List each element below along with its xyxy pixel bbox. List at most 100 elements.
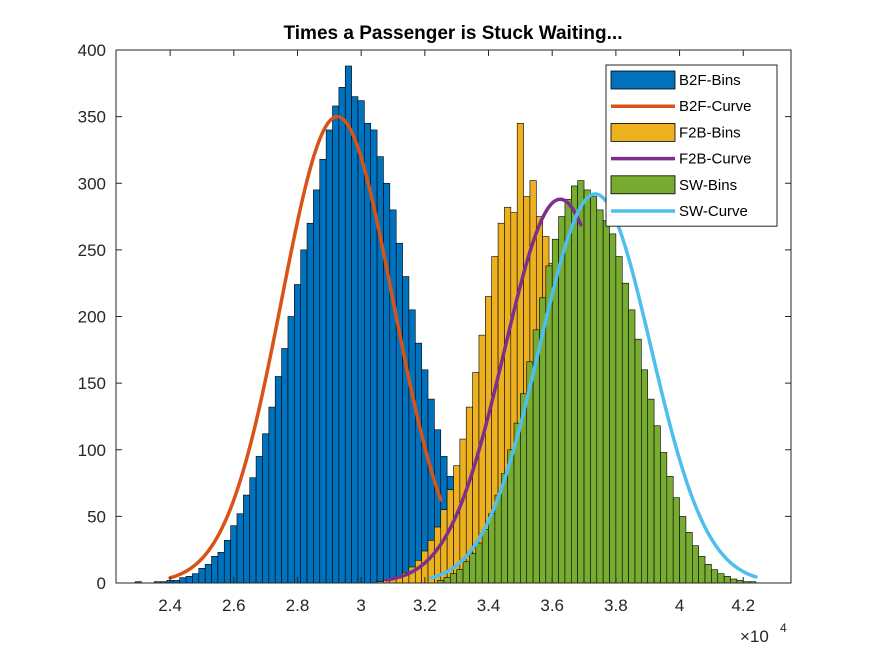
histogram-bar [262, 433, 270, 583]
histogram-bar [660, 452, 668, 583]
legend-label: F2B-Bins [679, 124, 741, 141]
x-tick-label: 3.8 [604, 596, 628, 615]
x-tick-label: 2.4 [158, 596, 182, 615]
histogram-bar [351, 96, 359, 583]
histogram-bar [698, 556, 706, 583]
histogram-bar [704, 564, 712, 583]
histogram-bar [628, 309, 636, 583]
histogram-bar [287, 316, 295, 583]
legend-label: SW-Bins [679, 177, 737, 194]
histogram-bar [293, 284, 301, 583]
histogram-bar [450, 573, 457, 583]
histogram-bar [325, 129, 333, 583]
histogram-bar [685, 532, 693, 583]
legend-swatch [610, 175, 676, 195]
plot-area [134, 65, 758, 583]
x-tick-label: 3.2 [413, 596, 437, 615]
y-tick-label: 400 [78, 41, 106, 60]
histogram-bar [488, 513, 496, 583]
histogram-bar [249, 477, 257, 583]
legend-box [605, 64, 778, 227]
histogram-bar [602, 220, 610, 583]
y-tick-label: 350 [78, 108, 106, 127]
histogram-bar [344, 65, 352, 583]
y-tick-label: 100 [78, 441, 106, 460]
histogram-bar [615, 256, 623, 583]
sw-curve-line [429, 192, 758, 580]
histogram-bar [641, 369, 649, 583]
histogram-bar [395, 242, 403, 583]
histogram-bar [185, 576, 193, 583]
histogram-bar [634, 338, 642, 583]
histogram-bar [462, 561, 470, 583]
x-tick-label: 4 [675, 596, 684, 615]
histogram-bar [332, 105, 340, 583]
x-axis-exponent: ×10 [740, 627, 769, 646]
legend-label: B2F-Bins [679, 72, 741, 89]
y-tick-label: 200 [78, 308, 106, 327]
histogram-bar [243, 494, 251, 583]
histogram-bar [596, 209, 604, 583]
histogram-bar [443, 577, 451, 583]
legend: B2F-Bins B2F-Curve F2B-Bins F2B-Curve SW-Bin… [605, 64, 778, 227]
histogram-bar [723, 576, 731, 583]
x-tick-label: 3.4 [477, 596, 501, 615]
histogram-bar [469, 553, 477, 583]
histogram-bar [306, 222, 314, 583]
y-tick-label: 250 [78, 241, 106, 260]
axes: 2.4 2.6 2.8 3 3.2 3.4 3.6 3.8 4 4.2 0 50 100 150 200 25… [78, 41, 792, 646]
histogram-bar [647, 398, 655, 583]
chart-title: Times a Passenger is Stuck Waiting... [284, 23, 623, 44]
x-tick-label: 2.8 [286, 596, 310, 615]
legend-label: B2F-Curve [679, 98, 752, 115]
legend-label: SW-Curve [679, 203, 748, 220]
histogram-bar [481, 529, 489, 583]
histogram-bar [198, 568, 206, 583]
histogram-bar [402, 276, 410, 583]
y-tick-label: 0 [97, 574, 106, 593]
histogram-bar [717, 573, 725, 583]
y-tick-label: 50 [87, 507, 106, 526]
histogram-bar [223, 540, 231, 583]
histogram-bar [414, 560, 422, 583]
x-tick-label: 3.6 [540, 596, 564, 615]
histogram-bar [313, 189, 321, 583]
legend-label: F2B-Curve [679, 151, 752, 168]
histogram-bar [666, 476, 674, 583]
histogram-bar [300, 249, 308, 583]
histogram-bar [274, 376, 282, 583]
histogram-bar [217, 552, 225, 583]
histogram-bar [564, 198, 572, 583]
histogram-bar [691, 545, 699, 583]
histogram-bar [456, 569, 464, 583]
x-tick-label: 4.2 [731, 596, 755, 615]
histogram-bar [192, 573, 200, 583]
histogram-bar [230, 525, 238, 583]
x-tick-label: 2.6 [222, 596, 246, 615]
sw-bins-series [437, 180, 757, 583]
legend-swatch [610, 123, 676, 142]
b2f-bins-series [134, 65, 537, 583]
histogram-bar [414, 342, 422, 583]
histogram-bar [571, 185, 578, 583]
histogram-bar [389, 209, 397, 583]
histogram-bar [338, 87, 346, 583]
histogram-bar [383, 182, 391, 583]
histogram-bar [211, 556, 219, 583]
histogram-bar [179, 577, 187, 583]
histogram-bar [609, 233, 617, 583]
f2b-curve-line [384, 197, 583, 582]
histogram-bar [730, 578, 738, 583]
histogram-bar [255, 456, 263, 583]
histogram-bar [281, 348, 289, 583]
legend-swatch [610, 70, 676, 90]
histogram-bar [590, 196, 598, 583]
b2f-curve-line [168, 114, 443, 580]
histogram-bar [357, 100, 365, 583]
histogram-bar [408, 309, 416, 583]
histogram-bar [583, 189, 591, 583]
histogram-bar [621, 282, 629, 583]
x-tick-label: 3 [356, 596, 365, 615]
histogram-bar [679, 516, 687, 583]
histogram-bar [236, 513, 244, 583]
